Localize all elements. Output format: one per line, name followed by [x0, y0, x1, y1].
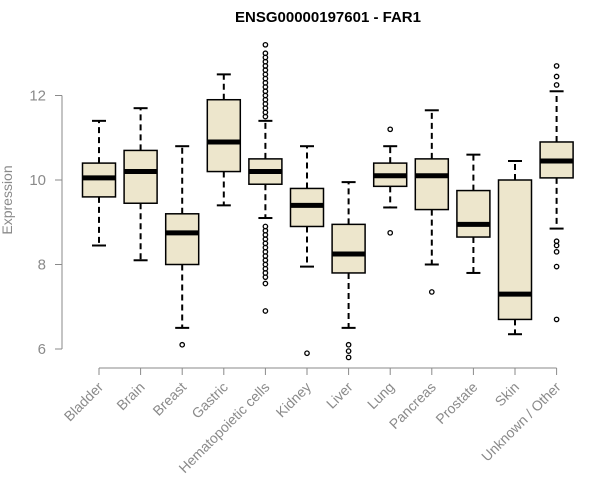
box-group [331, 181, 366, 361]
outlier-point [345, 348, 352, 354]
y-tick-label: 8 [38, 257, 46, 274]
box-group [81, 119, 117, 247]
box-group [289, 145, 325, 357]
box-group [456, 153, 491, 274]
y-tick-label: 10 [29, 172, 46, 189]
outlier-point [262, 280, 269, 287]
outlier-point [553, 82, 560, 88]
iqr-box [497, 179, 533, 321]
x-tick-label: Unknown / Other [478, 379, 564, 465]
y-tick-label: 6 [38, 341, 46, 358]
box-group [497, 159, 533, 336]
box-group [414, 109, 450, 295]
outlier-point [553, 242, 560, 249]
outlier-point [553, 248, 560, 255]
outlier-point [304, 350, 310, 357]
outlier-point [179, 341, 186, 348]
iqr-box [123, 149, 158, 204]
chart-title: ENSG00000197601 - FAR1 [235, 9, 421, 26]
outlier-point [262, 41, 269, 48]
outlier-point [553, 316, 560, 323]
iqr-box [206, 98, 242, 173]
x-tick-label: Kidney [273, 379, 315, 421]
outlier-point [428, 289, 435, 295]
x-tick-label: Liver [323, 379, 356, 412]
y-tick-label: 12 [29, 88, 46, 105]
outlier-point [262, 274, 269, 281]
outlier-point [387, 126, 394, 133]
box-group [248, 41, 283, 314]
x-tick-label: Prostate [432, 379, 480, 427]
outlier-point [553, 63, 560, 69]
iqr-box [164, 213, 200, 266]
outlier-point [553, 73, 560, 80]
outlier-point [262, 308, 269, 314]
outlier-point [262, 50, 269, 57]
box-group [372, 126, 408, 236]
outlier-point [345, 354, 352, 361]
x-tick-label: Brain [113, 379, 147, 413]
x-tick-label: Lung [364, 379, 397, 412]
box-group [206, 73, 242, 207]
x-tick-label: Breast [149, 379, 189, 419]
box-group [123, 107, 158, 262]
outlier-point [387, 229, 394, 236]
iqr-box [456, 189, 491, 238]
iqr-box [414, 158, 450, 211]
x-tick-label: Bladder [61, 379, 107, 425]
iqr-box [331, 223, 366, 274]
outlier-point [553, 263, 560, 270]
y-axis-label: Expression [0, 165, 15, 234]
x-tick-label: Skin [492, 379, 523, 410]
box-group [539, 63, 574, 323]
outlier-point [345, 341, 352, 348]
box-group [164, 145, 200, 348]
